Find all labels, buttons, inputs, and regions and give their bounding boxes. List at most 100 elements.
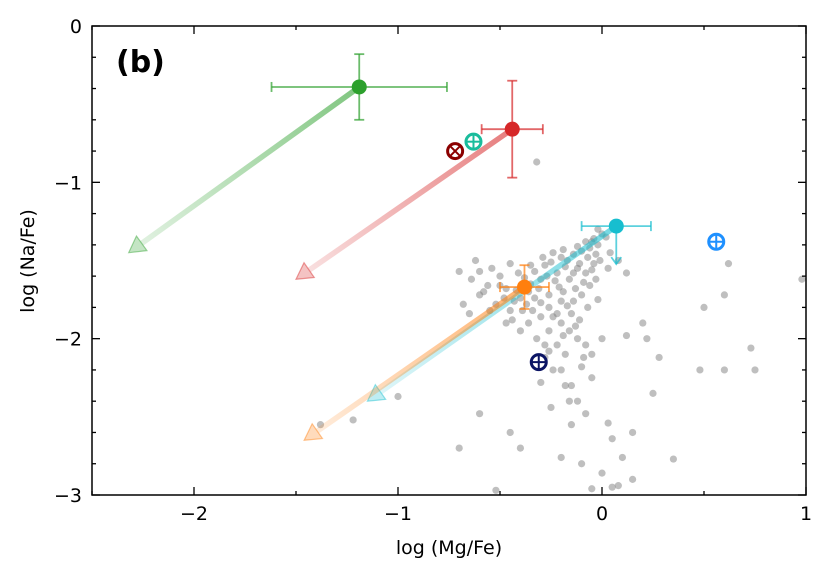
background-point-40 bbox=[455, 444, 463, 452]
background-point-117 bbox=[604, 264, 612, 272]
background-point-90 bbox=[569, 297, 578, 305]
background-point-58 bbox=[541, 261, 549, 269]
background-point-19 bbox=[751, 366, 759, 374]
background-point-130 bbox=[575, 260, 584, 268]
background-point-2 bbox=[349, 416, 357, 424]
background-point-135 bbox=[535, 285, 543, 293]
background-point-16 bbox=[724, 260, 733, 268]
cyan-upper-limit-arrowhead bbox=[610, 256, 623, 266]
background-point-104 bbox=[584, 303, 592, 311]
background-point-115 bbox=[588, 266, 596, 274]
background-point-20 bbox=[720, 366, 729, 374]
background-point-26 bbox=[643, 335, 651, 343]
background-point-34 bbox=[547, 403, 555, 412]
background-point-133 bbox=[569, 269, 578, 277]
x-tick-label: 0 bbox=[596, 503, 608, 525]
background-point-42 bbox=[471, 256, 480, 265]
background-point-1 bbox=[394, 392, 402, 401]
background-point-134 bbox=[531, 294, 539, 302]
y-tick-label: 0 bbox=[70, 16, 82, 38]
background-point-140 bbox=[559, 331, 567, 340]
background-point-82 bbox=[545, 327, 553, 335]
background-point-39 bbox=[604, 419, 612, 427]
background-point-14 bbox=[614, 482, 622, 490]
background-point-144 bbox=[580, 353, 588, 362]
background-point-96 bbox=[590, 260, 598, 268]
background-point-123 bbox=[565, 397, 573, 405]
background-point-71 bbox=[606, 249, 614, 257]
background-point-32 bbox=[573, 397, 582, 405]
orange-arrow-head bbox=[303, 422, 324, 441]
background-point-81 bbox=[582, 341, 590, 349]
background-point-114 bbox=[580, 278, 588, 286]
background-point-138 bbox=[502, 285, 510, 293]
plot-frame bbox=[91, 25, 807, 496]
background-point-132 bbox=[592, 250, 600, 258]
background-point-83 bbox=[553, 341, 561, 349]
background-point-10 bbox=[629, 475, 637, 483]
background-point-8 bbox=[598, 469, 606, 477]
background-point-9 bbox=[618, 453, 627, 462]
background-point-44 bbox=[455, 267, 463, 276]
background-point-78 bbox=[557, 319, 565, 327]
background-point-143 bbox=[545, 347, 553, 355]
x-axis-label: log (Mg/Fe) bbox=[396, 537, 502, 559]
background-point-122 bbox=[549, 366, 557, 374]
y-tick-label: −1 bbox=[54, 172, 82, 194]
background-point-89 bbox=[508, 316, 516, 324]
background-point-128 bbox=[559, 245, 567, 254]
background-point-37 bbox=[608, 435, 616, 443]
background-point-88 bbox=[516, 327, 525, 335]
orange-point bbox=[516, 279, 532, 295]
background-point-5 bbox=[506, 428, 514, 437]
background-point-87 bbox=[524, 319, 533, 327]
background-points bbox=[316, 158, 806, 494]
background-point-125 bbox=[527, 261, 535, 269]
background-point-36 bbox=[567, 381, 576, 390]
background-point-76 bbox=[529, 306, 537, 315]
background-point-41 bbox=[516, 444, 525, 452]
background-point-13 bbox=[492, 486, 500, 494]
background-point-28 bbox=[594, 295, 602, 304]
background-point-79 bbox=[565, 327, 573, 335]
background-point-73 bbox=[555, 283, 563, 291]
y-tick-label: −2 bbox=[54, 329, 82, 351]
background-point-27 bbox=[588, 350, 596, 358]
background-point-101 bbox=[559, 288, 567, 296]
background-point-60 bbox=[557, 253, 565, 261]
background-point-91 bbox=[578, 291, 586, 299]
background-point-64 bbox=[573, 242, 582, 251]
background-point-12 bbox=[588, 485, 596, 493]
background-point-80 bbox=[573, 335, 582, 343]
background-point-17 bbox=[720, 291, 729, 299]
background-point-84 bbox=[561, 350, 569, 358]
background-point-94 bbox=[582, 269, 590, 277]
background-point-72 bbox=[565, 275, 573, 283]
background-point-142 bbox=[541, 341, 549, 349]
red-arrow-head bbox=[294, 261, 316, 280]
x-tick-label: 1 bbox=[800, 503, 812, 525]
background-point-54 bbox=[484, 281, 492, 290]
background-point-33 bbox=[582, 410, 590, 418]
x-tick-label: −2 bbox=[180, 503, 208, 525]
green-arrow-line bbox=[140, 84, 361, 246]
background-point-152 bbox=[502, 319, 510, 327]
background-point-112 bbox=[563, 302, 571, 310]
vector-arrows bbox=[127, 84, 618, 441]
background-point-127 bbox=[549, 249, 557, 257]
background-point-109 bbox=[537, 313, 545, 321]
red-arrow-line bbox=[307, 126, 514, 273]
background-point-30 bbox=[798, 275, 806, 283]
background-point-25 bbox=[622, 331, 631, 340]
axis-ticks bbox=[91, 25, 807, 496]
background-point-103 bbox=[575, 316, 584, 324]
y-tick-label: −3 bbox=[54, 485, 82, 507]
background-point-59 bbox=[547, 258, 555, 266]
green-point bbox=[351, 79, 367, 95]
dark-red-point-cross-b bbox=[449, 145, 462, 158]
background-point-131 bbox=[584, 253, 592, 261]
green-arrow-head bbox=[127, 234, 149, 254]
background-point-45 bbox=[488, 264, 496, 272]
